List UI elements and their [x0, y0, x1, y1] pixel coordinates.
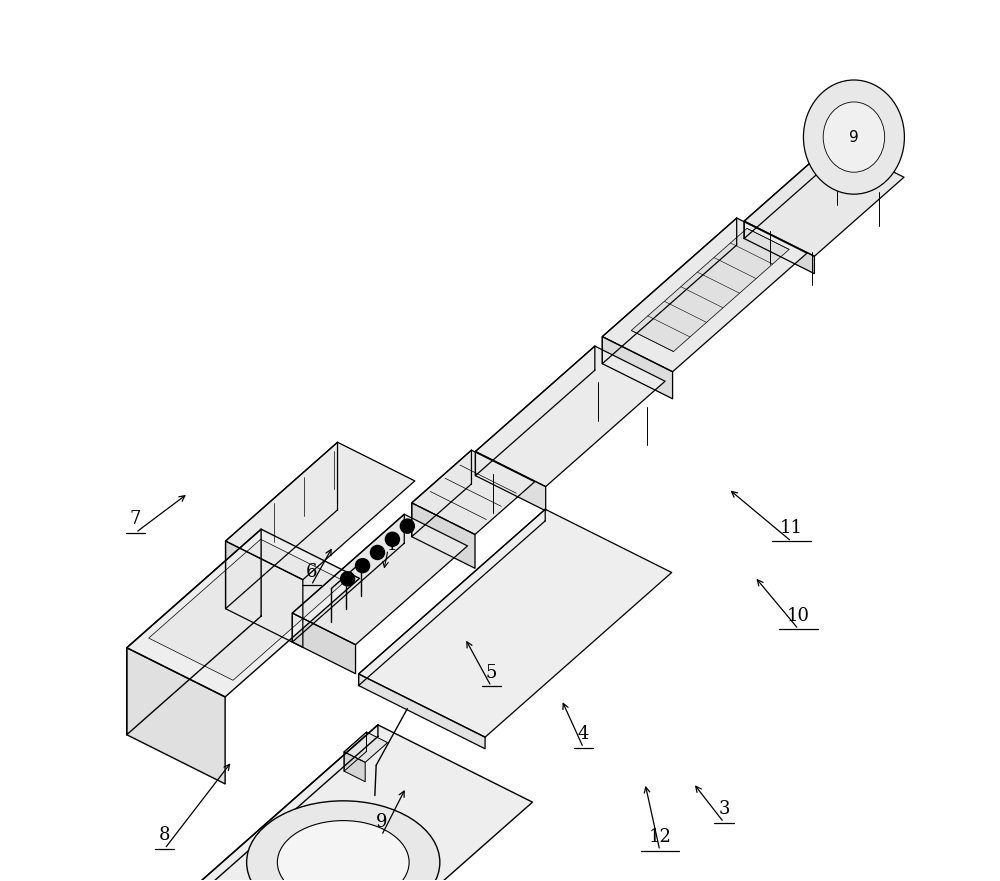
Polygon shape: [191, 725, 378, 881]
Polygon shape: [226, 541, 303, 648]
Text: 8: 8: [159, 826, 170, 845]
Polygon shape: [292, 613, 356, 674]
Text: 9: 9: [849, 130, 859, 144]
Polygon shape: [744, 142, 834, 239]
Text: 3: 3: [718, 800, 730, 818]
Polygon shape: [359, 674, 485, 749]
Polygon shape: [602, 218, 807, 372]
Polygon shape: [631, 228, 789, 352]
Polygon shape: [314, 811, 344, 869]
Ellipse shape: [247, 801, 440, 881]
Polygon shape: [475, 346, 595, 476]
Circle shape: [356, 559, 370, 573]
Text: 12: 12: [648, 828, 671, 847]
Text: 4: 4: [578, 725, 589, 744]
Polygon shape: [127, 529, 359, 697]
Polygon shape: [744, 221, 814, 274]
Text: 5: 5: [486, 664, 497, 682]
Polygon shape: [149, 539, 345, 680]
Polygon shape: [226, 442, 415, 580]
Polygon shape: [475, 346, 665, 486]
Polygon shape: [127, 648, 225, 784]
Polygon shape: [412, 503, 475, 568]
Polygon shape: [412, 450, 471, 537]
Circle shape: [370, 545, 385, 559]
Ellipse shape: [277, 820, 409, 881]
Circle shape: [341, 572, 355, 586]
Text: 6: 6: [305, 563, 317, 581]
Polygon shape: [292, 515, 404, 642]
Polygon shape: [602, 337, 673, 399]
Polygon shape: [344, 751, 365, 781]
Polygon shape: [744, 142, 904, 256]
Polygon shape: [412, 450, 535, 535]
Ellipse shape: [823, 102, 885, 172]
Polygon shape: [359, 509, 545, 685]
Ellipse shape: [803, 80, 904, 194]
Polygon shape: [602, 218, 737, 364]
Polygon shape: [226, 442, 338, 609]
Text: 1: 1: [387, 537, 398, 554]
Circle shape: [385, 532, 399, 546]
Polygon shape: [127, 529, 261, 735]
Text: 11: 11: [780, 519, 803, 537]
Text: 10: 10: [787, 607, 810, 625]
Polygon shape: [344, 732, 388, 762]
Circle shape: [400, 519, 414, 533]
Polygon shape: [359, 509, 672, 737]
Polygon shape: [191, 725, 532, 881]
Text: 9: 9: [376, 813, 387, 832]
Polygon shape: [344, 732, 367, 771]
Polygon shape: [292, 515, 468, 645]
Polygon shape: [475, 451, 546, 511]
Text: 7: 7: [130, 510, 141, 529]
